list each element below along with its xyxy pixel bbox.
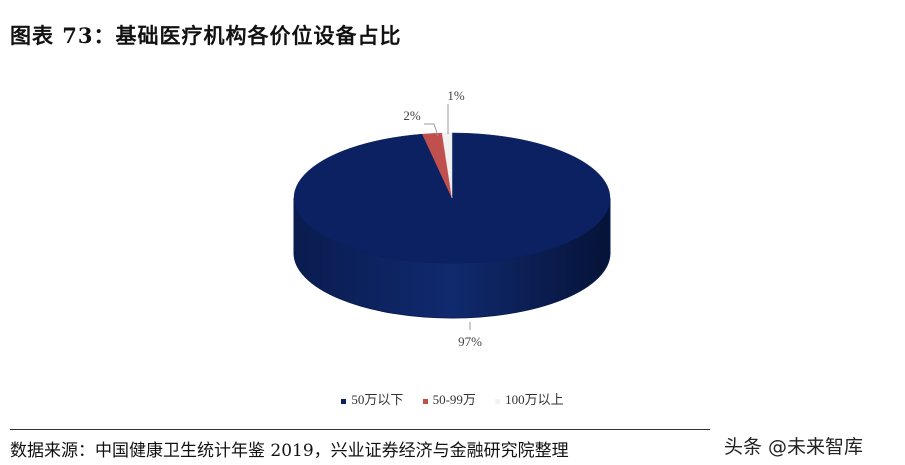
legend: 50万以下 50-99万 100万以上 (0, 389, 905, 408)
data-label-0: 97% (458, 334, 482, 349)
leader-line-1 (424, 123, 439, 137)
legend-swatch (422, 398, 428, 404)
legend-label: 50万以下 (351, 392, 404, 407)
figure-title: 图表 73：基础医疗机构各价位设备占比 (10, 23, 402, 48)
legend-item-0: 50万以下 (341, 392, 403, 407)
legend-item-2: 100万以上 (495, 392, 564, 407)
legend-label: 50-99万 (432, 392, 476, 407)
legend-item-1: 50-99万 (422, 392, 476, 407)
source-note: 数据来源：中国健康卫生统计年鉴 2019，兴业证券经济与金融研究院整理 (10, 441, 569, 461)
legend-label: 100万以上 (505, 392, 564, 407)
legend-swatch (341, 398, 347, 404)
divider (10, 429, 710, 430)
watermark: 头条 @未来智库 (724, 436, 864, 458)
data-label-2: 1% (447, 88, 465, 103)
legend-swatch (495, 398, 501, 404)
data-label-1: 2% (403, 108, 421, 123)
pie-slice-2 (441, 132, 453, 199)
